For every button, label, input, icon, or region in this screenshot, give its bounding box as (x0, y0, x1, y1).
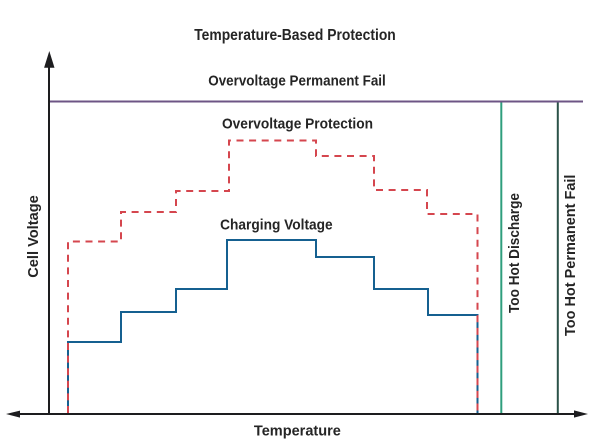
svg-text:Temperature: Temperature (254, 423, 341, 440)
svg-text:Temperature-Based Protection: Temperature-Based Protection (194, 27, 396, 44)
svg-text:Too Hot Permanent Fail: Too Hot Permanent Fail (562, 175, 579, 336)
svg-text:Cell Voltage: Cell Voltage (25, 195, 42, 278)
svg-text:Overvoltage Protection: Overvoltage Protection (222, 116, 373, 133)
svg-text:Too Hot Discharge: Too Hot Discharge (506, 193, 523, 313)
svg-text:Charging Voltage: Charging Voltage (220, 216, 333, 233)
svg-text:Overvoltage Permanent Fail: Overvoltage Permanent Fail (208, 72, 386, 89)
